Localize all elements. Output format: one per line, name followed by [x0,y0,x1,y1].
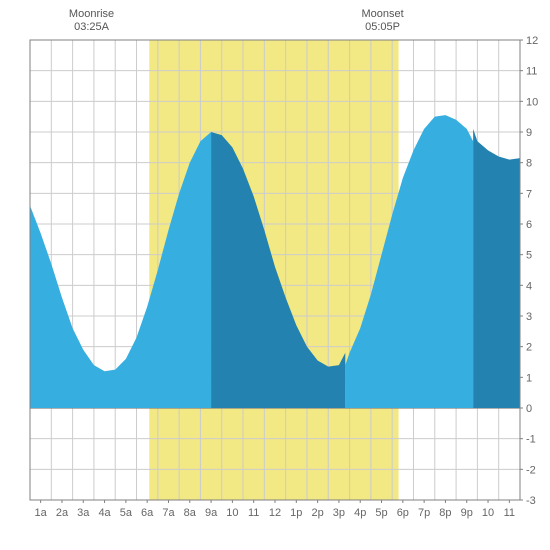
svg-text:7a: 7a [162,507,175,519]
svg-text:8a: 8a [184,507,197,519]
svg-text:1p: 1p [290,507,302,519]
svg-text:1a: 1a [35,507,48,519]
svg-text:6p: 6p [397,507,409,519]
svg-text:2a: 2a [56,507,69,519]
svg-text:7: 7 [526,188,532,200]
svg-text:11: 11 [248,507,259,519]
moonrise-label: Moonrise 03:25A [52,8,132,34]
svg-text:9p: 9p [461,507,473,519]
svg-text:7p: 7p [418,507,430,519]
header-labels: Moonrise 03:25A Moonset 05:05P [0,8,550,38]
tide-chart: Moonrise 03:25AMoonset 05:05P -3-2-10123… [0,0,550,550]
svg-text:4: 4 [526,280,532,292]
svg-text:4a: 4a [98,507,111,519]
svg-text:6: 6 [526,219,532,231]
moonset-label: Moonset 05:05P [343,8,423,34]
svg-text:8: 8 [526,158,532,170]
svg-text:5a: 5a [120,507,133,519]
svg-text:-3: -3 [526,495,536,507]
svg-text:12: 12 [269,507,281,519]
svg-text:-1: -1 [526,434,536,446]
svg-text:6a: 6a [141,507,154,519]
svg-text:8p: 8p [439,507,451,519]
svg-text:11: 11 [526,66,537,78]
svg-text:9: 9 [526,127,532,139]
svg-text:10: 10 [526,96,538,108]
svg-text:2p: 2p [311,507,323,519]
svg-text:4p: 4p [354,507,366,519]
svg-text:3a: 3a [77,507,90,519]
svg-text:1: 1 [526,372,532,384]
svg-text:5: 5 [526,250,532,262]
svg-text:3p: 3p [333,507,345,519]
svg-text:9a: 9a [205,507,218,519]
svg-text:0: 0 [526,403,532,415]
svg-text:3: 3 [526,311,532,323]
svg-text:10: 10 [226,507,238,519]
chart-svg: -3-2-101234567891011121a2a3a4a5a6a7a8a9a… [0,0,550,550]
svg-text:2: 2 [526,342,532,354]
svg-text:-2: -2 [526,464,536,476]
svg-text:11: 11 [504,507,515,519]
svg-text:5p: 5p [375,507,387,519]
svg-text:10: 10 [482,507,494,519]
